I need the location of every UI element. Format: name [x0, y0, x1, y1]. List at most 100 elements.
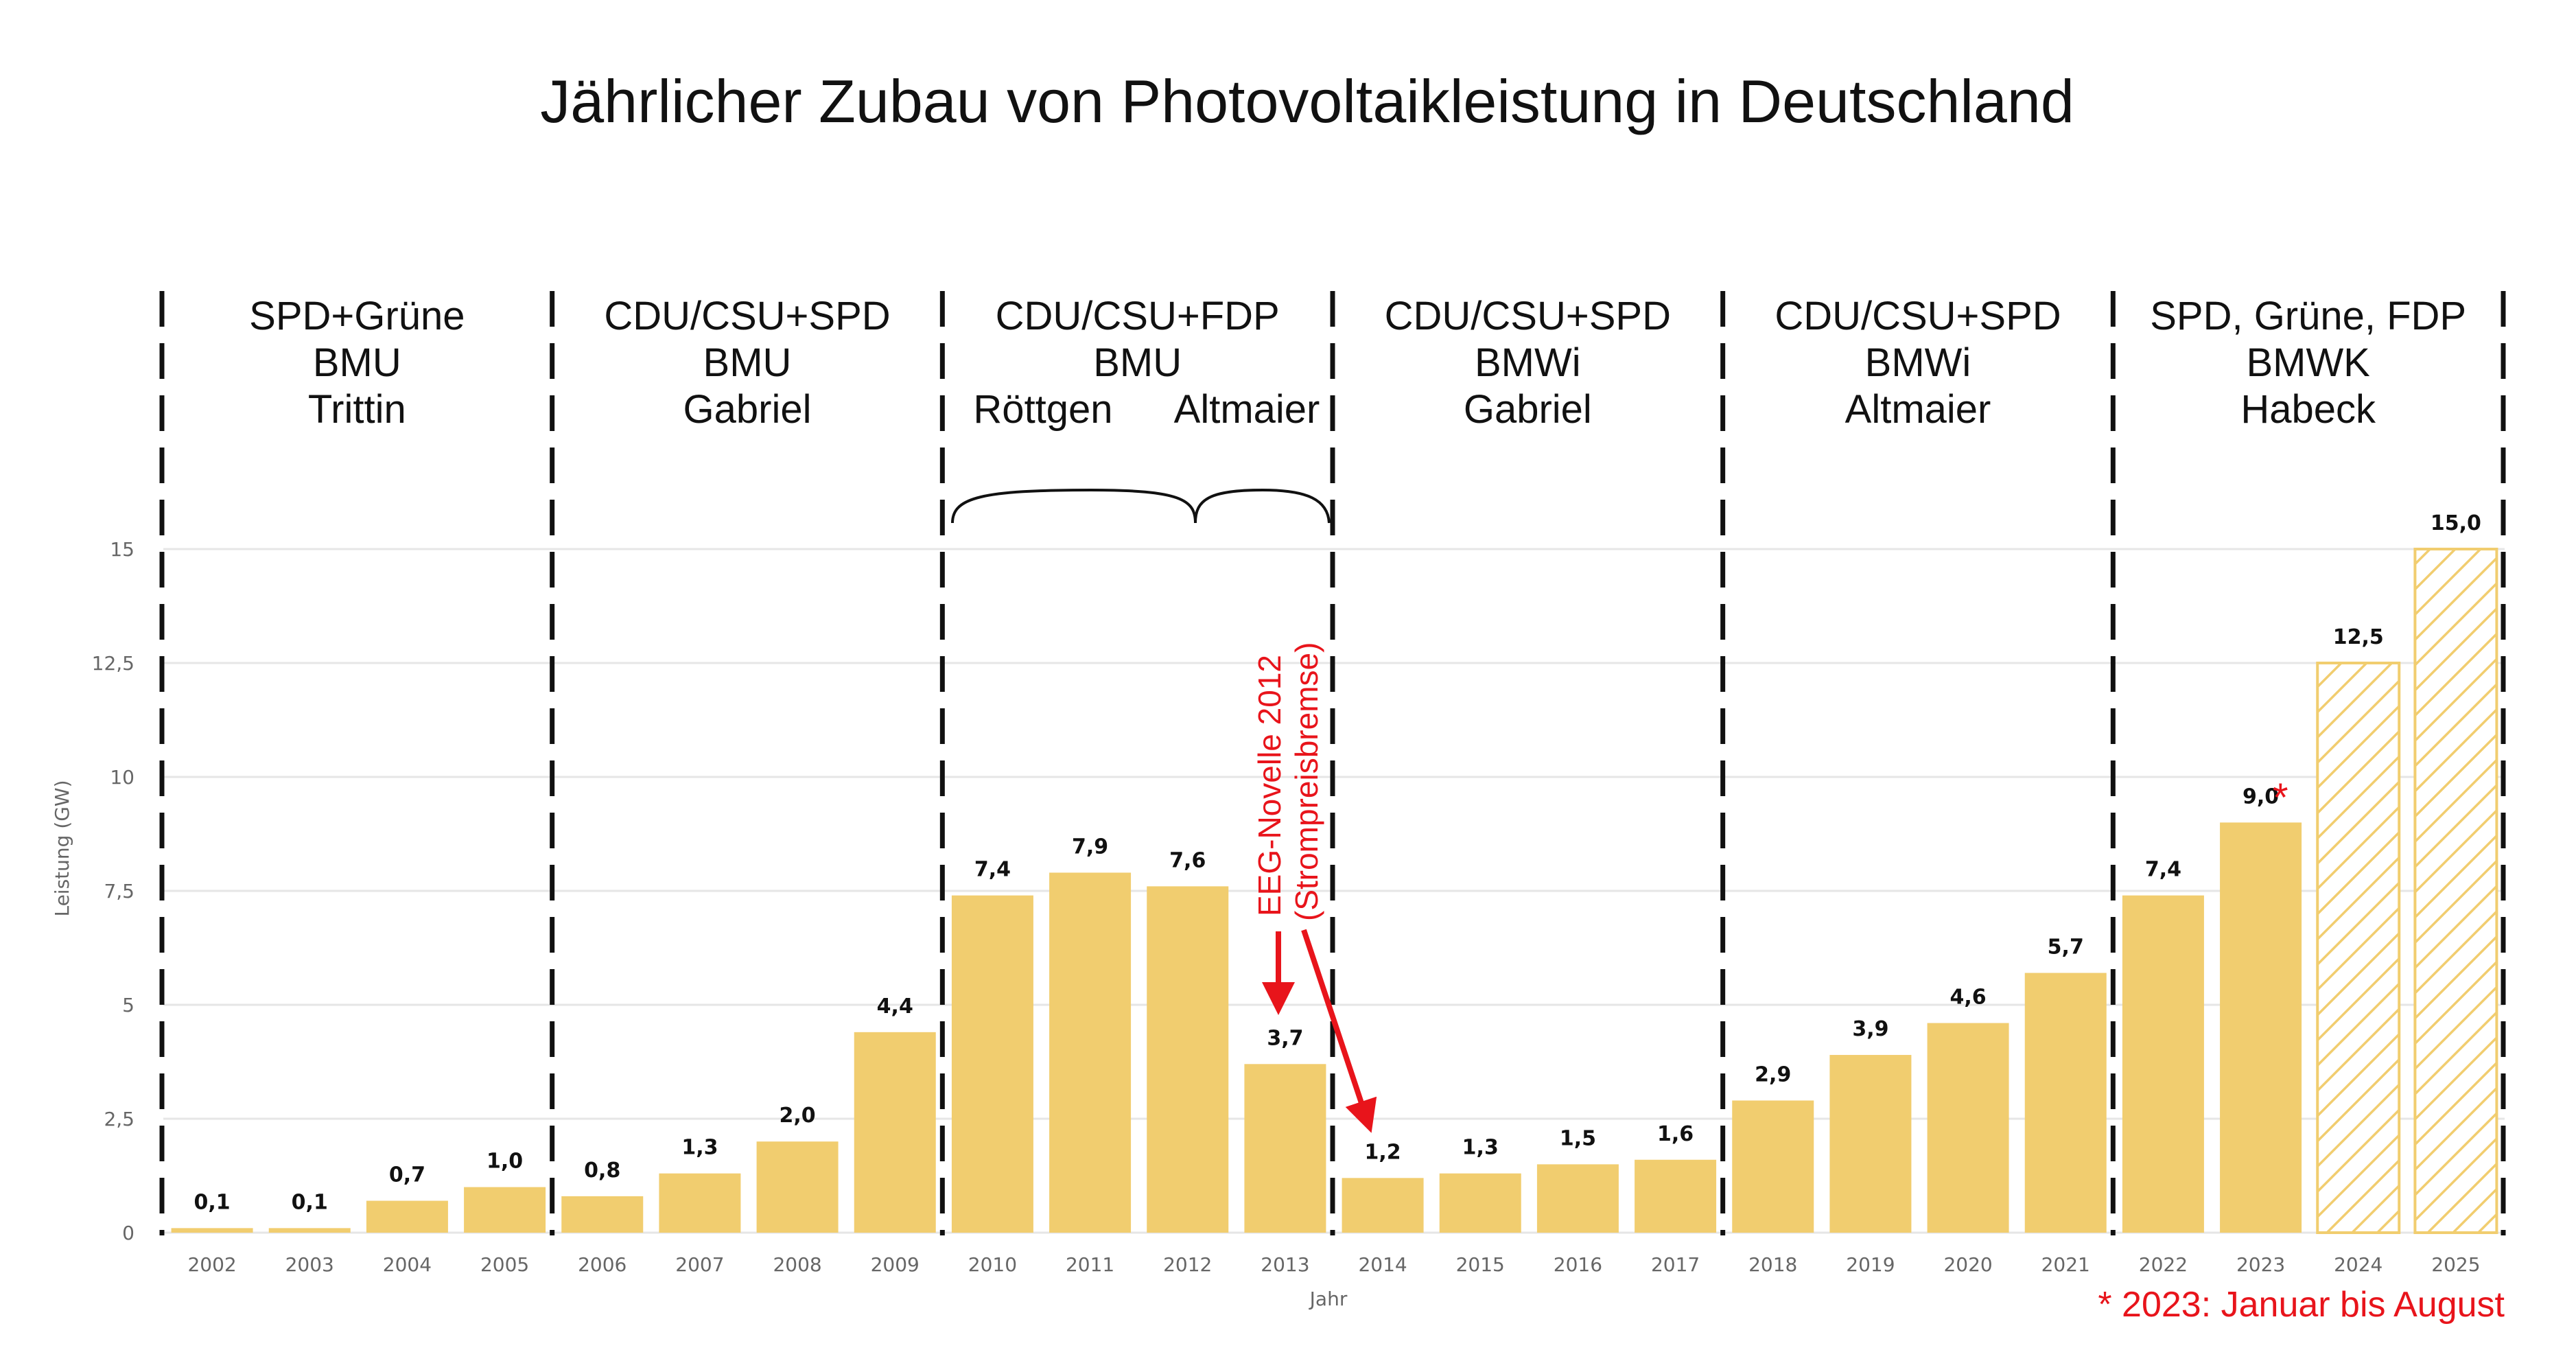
value-label-2024: 12,5 — [2333, 625, 2384, 649]
y-tick-label: 15 — [110, 538, 134, 561]
period-label-4-line1: CDU/CSU+SPD — [1385, 294, 1671, 338]
value-label-2012: 7,6 — [1169, 848, 1206, 872]
x-tick-label-2021: 2021 — [2041, 1253, 2090, 1276]
period-label-6-line1: SPD, Grüne, FDP — [2150, 294, 2466, 338]
x-tick-label-2018: 2018 — [1748, 1253, 1797, 1276]
period-label-4-line3: Gabriel — [1464, 387, 1592, 432]
value-label-2023: 9,0 — [2243, 784, 2279, 809]
period-label-5-line1: CDU/CSU+SPD — [1775, 294, 2061, 338]
value-label-2003: 0,1 — [292, 1190, 328, 1214]
value-label-2021: 5,7 — [2048, 935, 2084, 960]
bar-2023 — [2220, 822, 2302, 1233]
bar-2015 — [1439, 1173, 1521, 1233]
period-label-2-line2: BMU — [703, 340, 792, 385]
period-label-5-line2: BMWi — [1865, 340, 1971, 385]
value-label-2015: 1,3 — [1462, 1136, 1499, 1160]
x-tick-label-2009: 2009 — [871, 1253, 920, 1276]
bar-2005 — [464, 1187, 546, 1233]
period-dividers — [159, 291, 2506, 1235]
minister-roettgen: Röttgen — [973, 387, 1112, 432]
eeg-annotation: EEG-Novelle 2012 (Strompreisbremse) — [1252, 642, 1377, 1133]
x-tick-label-2022: 2022 — [2139, 1253, 2188, 1276]
period-label-1-line2: BMU — [313, 340, 401, 385]
period-label-5-line3: Altmaier — [1845, 387, 1991, 432]
bar-2020 — [1927, 1023, 2009, 1233]
x-tick-label-2008: 2008 — [773, 1253, 821, 1276]
period-label-2-line1: CDU/CSU+SPD — [604, 294, 890, 338]
brace-right — [1194, 488, 1331, 524]
eeg-annotation-line1: EEG-Novelle 2012 — [1252, 655, 1287, 916]
value-label-2017: 1,6 — [1657, 1122, 1694, 1146]
x-tick-label-2020: 2020 — [1943, 1253, 1992, 1276]
bar-2009 — [854, 1032, 936, 1233]
period-label-2-line3: Gabriel — [683, 387, 812, 432]
period-label-1-line3: Trittin — [308, 387, 406, 432]
x-tick-label-2014: 2014 — [1358, 1253, 1407, 1276]
period-labels: SPD+GrüneBMUTrittinCDU/CSU+SPDBMUGabriel… — [249, 294, 2466, 432]
minister-brace — [951, 488, 1331, 524]
y-tick-label: 7,5 — [104, 880, 134, 903]
value-label-2005: 1,0 — [487, 1150, 523, 1174]
y-tick-label: 2,5 — [104, 1108, 134, 1130]
bar-2012 — [1147, 886, 1229, 1233]
eeg-annotation-line2: (Strompreisbremse) — [1289, 642, 1324, 921]
value-label-2008: 2,0 — [780, 1104, 816, 1128]
x-tick-label-2003: 2003 — [285, 1253, 334, 1276]
value-label-2014: 1,2 — [1365, 1140, 1401, 1164]
bar-2025 — [2413, 548, 2498, 1234]
y-tick-label: 12,5 — [92, 652, 134, 675]
brace-left — [951, 488, 1197, 524]
bar-2014 — [1342, 1178, 1424, 1233]
period-label-6-line2: BMWK — [2246, 340, 2370, 385]
x-tick-label-2024: 2024 — [2334, 1253, 2382, 1276]
period-label-3-line2: BMU — [1093, 340, 1182, 385]
footnote: * 2023: Januar bis August — [2098, 1285, 2505, 1325]
bar-2018 — [1732, 1100, 1814, 1233]
value-label-2002: 0,1 — [194, 1190, 231, 1214]
x-tick-label-2004: 2004 — [383, 1253, 432, 1276]
y-tick-label: 10 — [110, 766, 134, 789]
y-tick-label: 0 — [122, 1222, 134, 1244]
bar-2016 — [1536, 1164, 1619, 1233]
value-label-2011: 7,9 — [1072, 835, 1108, 859]
x-tick-label-2013: 2013 — [1261, 1253, 1309, 1276]
bar-2024 — [2316, 662, 2401, 1234]
period-label-3-line1: CDU/CSU+FDP — [996, 294, 1280, 338]
bar-2007 — [659, 1173, 741, 1233]
x-tick-label-2005: 2005 — [480, 1253, 529, 1276]
bar-2021 — [2024, 973, 2107, 1233]
bar-2002 — [171, 1228, 253, 1233]
x-axis-label: Jahr — [1309, 1288, 1348, 1310]
bar-2010 — [951, 895, 1033, 1233]
value-label-2018: 2,9 — [1755, 1062, 1791, 1086]
x-tick-label-2012: 2012 — [1163, 1253, 1212, 1276]
bar-2019 — [1829, 1055, 1912, 1233]
value-label-2019: 3,9 — [1852, 1017, 1888, 1041]
bar-2017 — [1635, 1159, 1717, 1233]
arrow-to-2014 — [1301, 929, 1377, 1133]
bar-2008 — [756, 1141, 839, 1233]
y-axis-label: Leistung (GW) — [51, 780, 73, 916]
bar-2006 — [561, 1196, 644, 1233]
x-tick-label-2023: 2023 — [2236, 1253, 2285, 1276]
value-label-2007: 1,3 — [681, 1136, 718, 1160]
bar-2022 — [2122, 895, 2204, 1233]
value-label-2006: 0,8 — [584, 1159, 620, 1183]
period-label-4-line2: BMWi — [1475, 340, 1581, 385]
minister-altmaier: Altmaier — [1174, 387, 1320, 432]
period-label-1-line1: SPD+Grüne — [249, 294, 465, 338]
y-tick-label: 5 — [122, 994, 134, 1016]
period-label-6-line3: Habeck — [2240, 387, 2376, 432]
x-tick-label-2011: 2011 — [1066, 1253, 1114, 1276]
value-label-2020: 4,6 — [1950, 986, 1987, 1010]
value-label-2022: 7,4 — [2145, 858, 2181, 882]
x-tick-label-2016: 2016 — [1554, 1253, 1602, 1276]
chart-title: Jährlicher Zubau von Photovoltaikleistun… — [540, 67, 2074, 135]
x-tick-label-2002: 2002 — [187, 1253, 236, 1276]
value-label-2009: 4,4 — [877, 995, 913, 1019]
x-tick-label-2006: 2006 — [578, 1253, 627, 1276]
bars — [171, 548, 2498, 1234]
bar-2004 — [366, 1200, 448, 1233]
value-label-2004: 0,7 — [389, 1163, 425, 1187]
